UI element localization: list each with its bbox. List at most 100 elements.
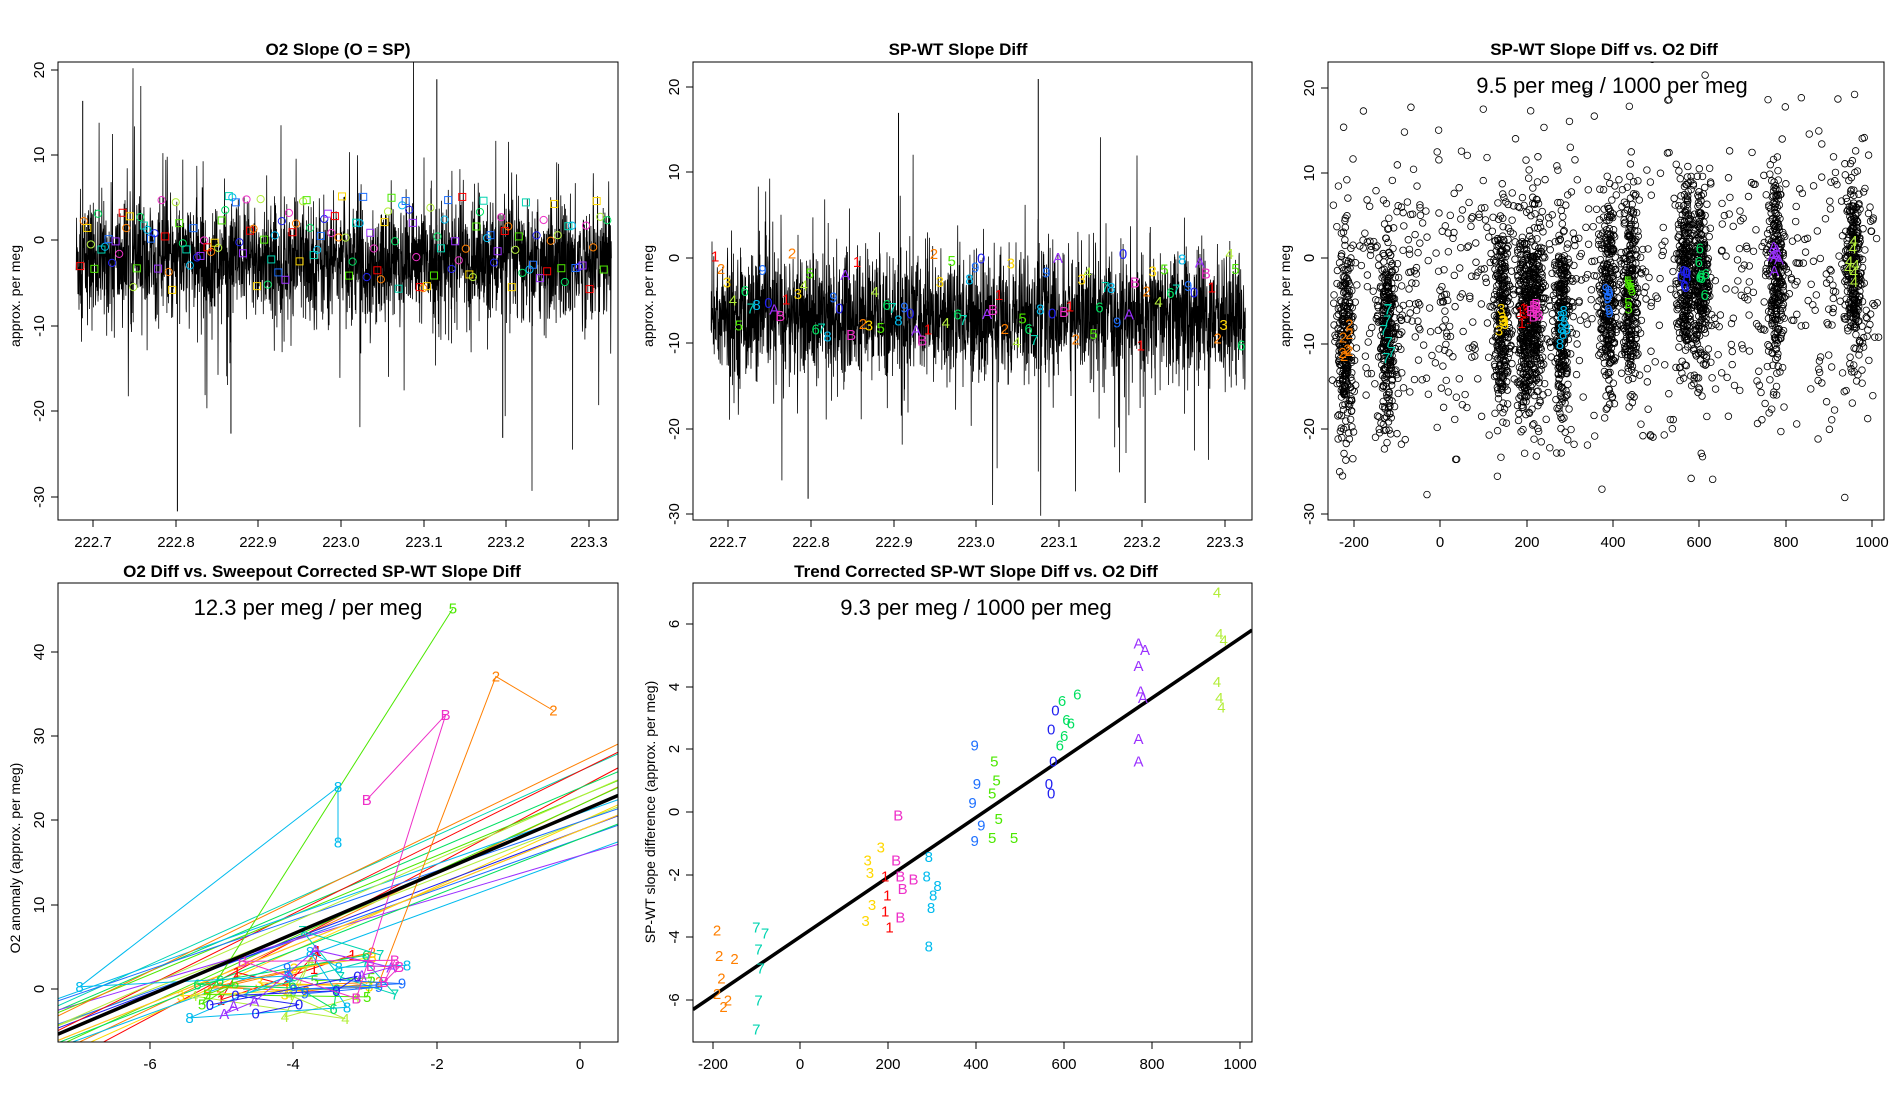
scatter-point bbox=[1843, 281, 1851, 289]
sweep-fit-line bbox=[71, 841, 618, 1042]
scatter-point bbox=[1394, 389, 1402, 398]
scatter-point bbox=[1333, 312, 1341, 320]
scatter-point bbox=[1501, 275, 1509, 284]
scatter-point bbox=[1766, 248, 1774, 256]
data-point-label: 3 bbox=[868, 897, 876, 914]
scatter-point bbox=[1338, 328, 1346, 336]
sp-square-marker bbox=[217, 216, 226, 225]
data-point-label: 0 bbox=[1049, 754, 1057, 771]
scatter-point bbox=[1630, 226, 1639, 235]
sweep-label-marker: 9 bbox=[1603, 290, 1611, 307]
scatter-point bbox=[1680, 225, 1688, 233]
scatter-point bbox=[1556, 282, 1564, 291]
scatter-point bbox=[1726, 193, 1734, 202]
scatter-point bbox=[1631, 330, 1640, 339]
scatter-point bbox=[1601, 290, 1609, 298]
sweep-label-marker: 8 bbox=[1557, 308, 1565, 325]
scatter-point bbox=[1384, 315, 1393, 323]
scatter-point bbox=[1474, 375, 1482, 383]
panel-1-y-axis: -30 -20 -10 0 10 20 bbox=[31, 62, 59, 508]
scatter-point bbox=[1575, 356, 1584, 365]
scatter-point bbox=[1416, 325, 1424, 334]
scatter-point bbox=[1339, 343, 1347, 351]
sp-circle-marker bbox=[405, 205, 414, 214]
scatter-point bbox=[1853, 218, 1862, 226]
scatter-point bbox=[1345, 435, 1354, 443]
scatter-point bbox=[1682, 296, 1691, 304]
sweep-label-marker: 9 bbox=[1113, 314, 1121, 331]
sp-circle-marker bbox=[447, 264, 456, 274]
sweep-label-marker: 0 bbox=[977, 251, 985, 268]
scatter-point bbox=[1481, 274, 1490, 282]
scatter-point bbox=[1509, 290, 1518, 299]
scatter-point bbox=[1385, 214, 1393, 223]
scatter-point bbox=[1416, 301, 1424, 309]
scatter-point bbox=[1385, 249, 1393, 257]
scatter-point bbox=[1362, 391, 1370, 399]
sp-circle-marker bbox=[341, 233, 350, 242]
scatter-point bbox=[1696, 220, 1704, 228]
scatter-point bbox=[1772, 199, 1780, 207]
x-tick-label: 223.3 bbox=[570, 534, 608, 551]
scatter-point bbox=[1674, 255, 1682, 263]
scatter-point bbox=[1775, 277, 1784, 286]
sweep-label-marker: 6 bbox=[1702, 266, 1710, 283]
sp-circle-marker bbox=[504, 222, 513, 231]
x-tick-label: 600 bbox=[1051, 1056, 1076, 1073]
sp-circle-marker bbox=[497, 213, 506, 222]
scatter-point bbox=[1771, 333, 1780, 342]
scatter-point bbox=[1532, 273, 1540, 281]
scatter-point bbox=[1595, 297, 1603, 305]
sp-square-marker bbox=[437, 244, 446, 253]
scatter-point bbox=[1628, 206, 1636, 214]
scatter-point bbox=[1724, 412, 1733, 420]
scatter-point bbox=[1551, 258, 1559, 267]
sweep-label-marker: A bbox=[310, 942, 320, 959]
sweep-label-marker: 1 bbox=[711, 248, 719, 265]
scatter-point bbox=[1628, 362, 1637, 371]
scatter-point bbox=[1767, 209, 1775, 217]
sweep-label-marker: 1 bbox=[1518, 315, 1526, 332]
scatter-point bbox=[1392, 370, 1401, 379]
scatter-point bbox=[1457, 147, 1466, 155]
sp-square-marker bbox=[507, 283, 516, 292]
scatter-point bbox=[1784, 268, 1793, 277]
sweep-label-marker: B bbox=[394, 959, 404, 976]
scatter-point bbox=[1703, 200, 1711, 208]
scatter-point bbox=[1501, 266, 1510, 275]
scatter-point bbox=[1765, 272, 1774, 280]
scatter-point bbox=[1383, 278, 1392, 287]
scatter-point bbox=[1611, 182, 1619, 190]
scatter-point bbox=[1833, 180, 1841, 189]
sp-square-marker bbox=[514, 232, 523, 241]
sp-square-marker bbox=[521, 198, 530, 207]
sp-circle-marker bbox=[426, 203, 435, 212]
scatter-point bbox=[1768, 405, 1776, 413]
scatter-point bbox=[1771, 335, 1780, 344]
sp-circle-marker bbox=[263, 280, 272, 289]
panel-1-ylabel: approx. per meg bbox=[7, 245, 23, 347]
x-tick-label: 800 bbox=[1139, 1056, 1164, 1073]
scatter-point bbox=[1508, 216, 1516, 224]
scatter-point bbox=[1398, 328, 1406, 336]
sp-circle-marker bbox=[79, 216, 88, 226]
scatter-point bbox=[1782, 180, 1790, 188]
sp-circle-marker bbox=[277, 217, 286, 226]
scatter-point bbox=[1336, 296, 1345, 305]
scatter-point bbox=[1440, 290, 1449, 299]
scatter-point bbox=[1745, 262, 1753, 270]
sweep-label-marker: 6 bbox=[741, 283, 749, 300]
scatter-point bbox=[1795, 259, 1804, 267]
sweep-label-marker: 3 bbox=[177, 988, 185, 1005]
data-point-label: 9 bbox=[977, 817, 985, 834]
scatter-point bbox=[1780, 293, 1788, 302]
scatter-point bbox=[1531, 365, 1539, 374]
scatter-point bbox=[1347, 254, 1355, 262]
scatter-point bbox=[1599, 186, 1608, 194]
scatter-point bbox=[1496, 288, 1505, 297]
scatter-point bbox=[1635, 371, 1644, 379]
scatter-point bbox=[1848, 368, 1856, 376]
panel-4-slope-annotation: 12.3 per meg / per meg bbox=[194, 595, 423, 620]
scatter-point bbox=[1665, 96, 1673, 104]
sp-square-marker bbox=[578, 261, 587, 270]
